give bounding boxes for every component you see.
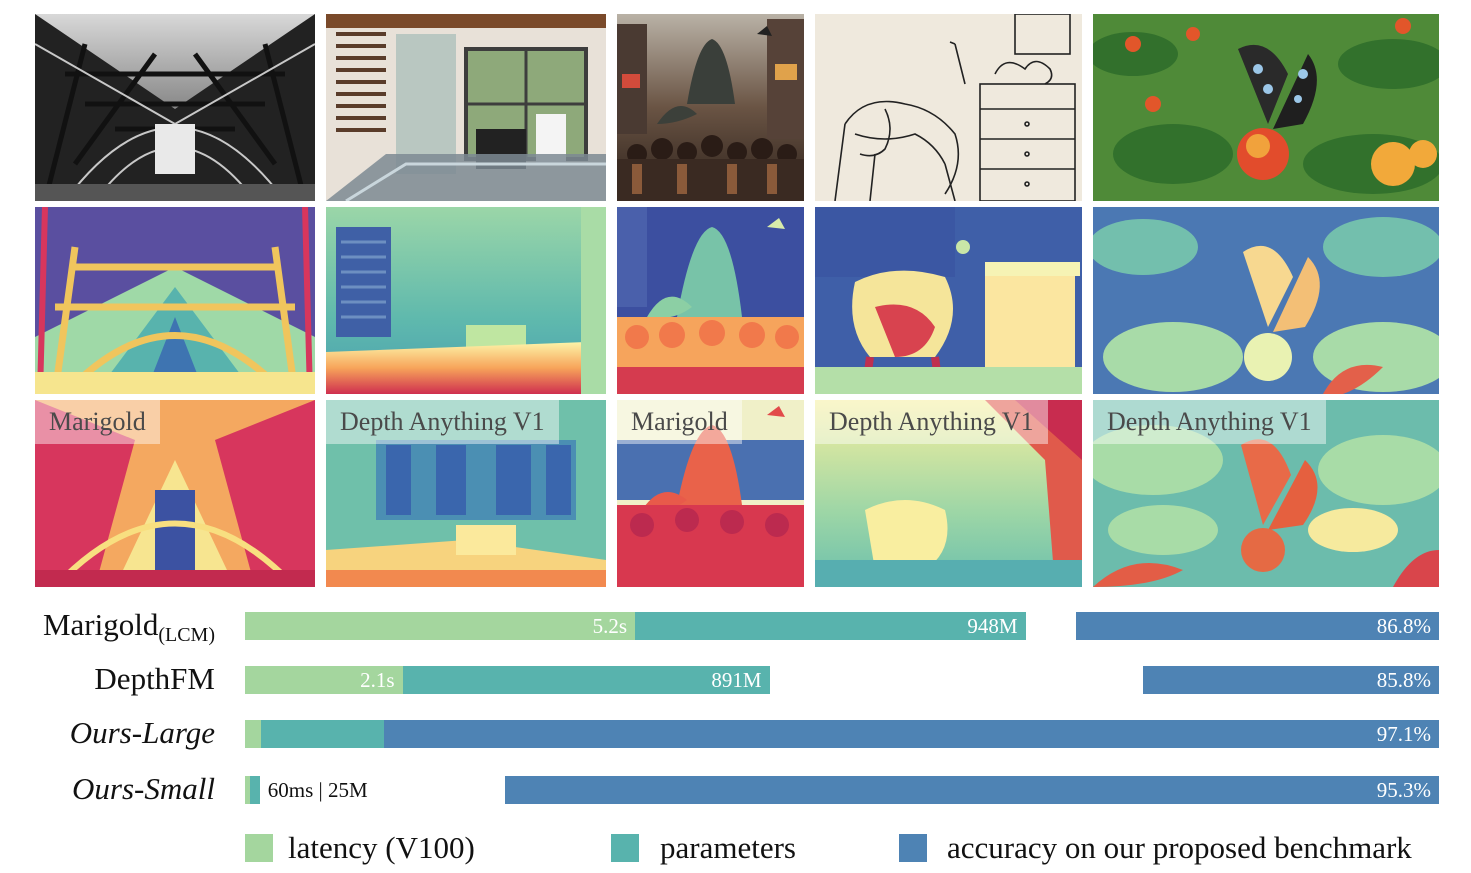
overlay-label-4: Depth Anything V1	[815, 400, 1048, 444]
bar-annotation: 60ms | 25M	[267, 778, 368, 802]
depth-map-baseline-butterfly	[1093, 400, 1439, 587]
legend-label: parameters	[660, 830, 796, 865]
input-image-sketch	[815, 14, 1082, 201]
input-image-dragon	[617, 14, 804, 201]
depth-map-ours-sketch	[815, 207, 1082, 394]
depth-map-baseline-room	[326, 400, 606, 587]
accuracy-bar-label: 86.8%	[1376, 614, 1431, 638]
parameters-bar-label: 891M	[711, 668, 762, 692]
overlay-label-1: Marigold	[35, 400, 160, 444]
input-image-bridge	[35, 14, 315, 201]
accuracy-bar-label: 95.3%	[1376, 778, 1431, 802]
parameters-bar	[260, 720, 399, 748]
latency-bar	[245, 776, 250, 804]
latency-bar: 2.1s	[245, 666, 403, 694]
model-label: Ours-Large	[69, 715, 215, 750]
depth-map-baseline-dragon	[617, 400, 804, 587]
latency-bar-label: 2.1s	[360, 668, 395, 692]
accuracy-bar-label: 85.8%	[1376, 668, 1431, 692]
accuracy-bar-label: 97.1%	[1376, 722, 1431, 746]
parameters-bar	[249, 776, 260, 804]
parameters-bar: 948M	[635, 612, 1026, 640]
depth-map-ours-butterfly	[1093, 207, 1439, 394]
depth-map-baseline-bridge	[35, 400, 315, 587]
legend-swatch	[611, 834, 639, 862]
parameters-bar-label: 948M	[967, 614, 1018, 638]
input-image-room	[326, 14, 606, 201]
latency-bar-label: 5.2s	[592, 614, 627, 638]
model-label: Ours-Small	[72, 771, 215, 806]
parameters-bar: 891M	[402, 666, 770, 694]
depth-map-ours-room	[326, 207, 606, 394]
input-image-butterfly	[1093, 14, 1439, 201]
depth-map-ours-dragon	[617, 207, 804, 394]
legend-label: latency (V100)	[288, 830, 475, 865]
accuracy-bar: 85.8%	[1143, 666, 1439, 694]
latency-bar: 5.2s	[245, 612, 635, 640]
model-label: Marigold(LCM)	[42, 607, 215, 646]
overlay-label-2: Depth Anything V1	[326, 400, 559, 444]
depth-map-baseline-sketch	[815, 400, 1082, 587]
overlay-label-3: Marigold	[617, 400, 742, 444]
legend-label: accuracy on our proposed benchmark	[947, 830, 1412, 865]
model-label: DepthFM	[94, 661, 215, 696]
overlay-label-5: Depth Anything V1	[1093, 400, 1326, 444]
legend-swatch	[899, 834, 927, 862]
legend-swatch	[245, 834, 273, 862]
accuracy-bar: 95.3%	[504, 776, 1439, 804]
latency-bar	[245, 720, 261, 748]
accuracy-bar: 97.1%	[383, 720, 1439, 748]
comparison-chart: Marigold(LCM) 5.2s 948M 86.8% DepthFM 2.1s 891…	[0, 598, 1471, 873]
depth-map-ours-bridge	[35, 207, 315, 394]
accuracy-bar: 86.8%	[1076, 612, 1439, 640]
